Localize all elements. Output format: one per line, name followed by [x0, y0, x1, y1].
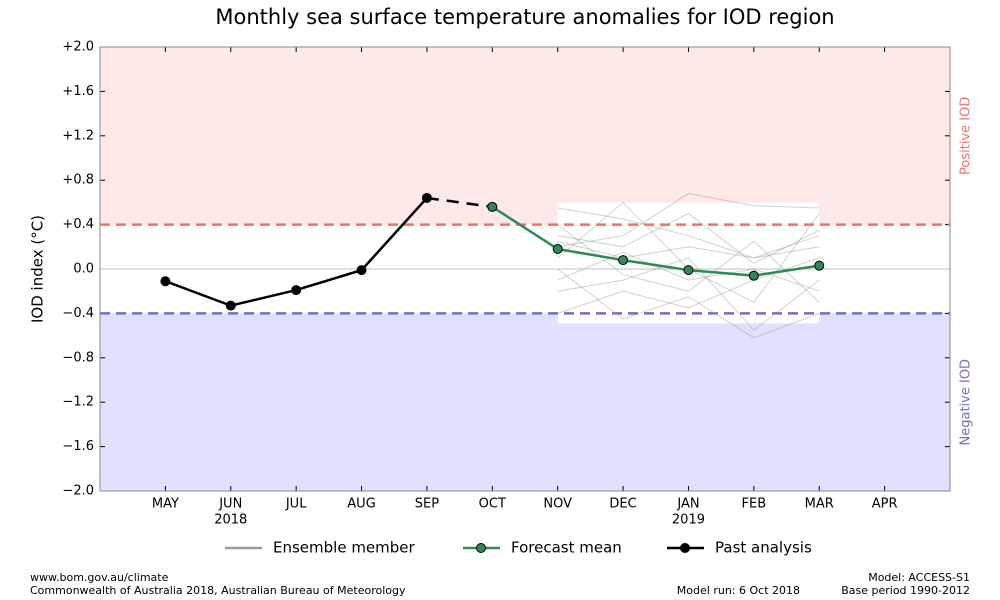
x-tick-label: OCT [479, 497, 506, 512]
x-tick-label: JAN [676, 497, 699, 512]
negative-label: Negative IOD [959, 359, 974, 446]
series-marker [552, 244, 563, 255]
footer-text: www.bom.gov.au/climate [30, 571, 169, 584]
y-tick-label: +0.8 [62, 173, 94, 188]
x-tick-label: AUG [347, 497, 375, 512]
y-tick-label: −0.4 [62, 306, 94, 321]
positive-region [100, 47, 950, 225]
series-marker [160, 276, 171, 287]
negative-region [100, 313, 950, 491]
year-label: 2018 [214, 513, 247, 528]
y-tick-label: +1.6 [62, 84, 94, 99]
series-marker [814, 260, 825, 271]
ensemble-line [557, 257, 820, 331]
x-tick-label: FEB [742, 497, 767, 512]
y-tick-label: +2.0 [62, 40, 94, 55]
footer-text: Base period 1990-2012 [841, 584, 970, 597]
ensemble-line [557, 212, 820, 265]
ensemble-line [557, 192, 820, 248]
connector-line [426, 196, 493, 209]
series-marker [356, 265, 367, 276]
y-tick-label: −1.6 [62, 439, 94, 454]
x-tick-label: SEP [415, 497, 439, 512]
footer-text: Model: ACCESS-S1 [868, 571, 970, 584]
ensemble-line [557, 207, 820, 259]
x-tick-label: JUL [285, 497, 307, 512]
series-marker [748, 270, 759, 281]
chart-title: Monthly sea surface temperature anomalie… [215, 5, 834, 29]
ensemble-background [557, 202, 820, 324]
series-marker [225, 300, 236, 311]
legend-label: Ensemble member [273, 539, 416, 557]
ensemble-line [557, 224, 820, 303]
y-tick-label: 0.0 [73, 262, 94, 277]
y-tick-label: −1.2 [62, 395, 94, 410]
legend-label: Past analysis [715, 539, 812, 557]
footer-text: Model run: 6 Oct 2018 [677, 584, 800, 597]
x-tick-label: NOV [543, 497, 572, 512]
x-tick-label: JUN [218, 497, 242, 512]
legend-marker [476, 543, 486, 553]
y-axis-label: IOD index (°C) [29, 215, 47, 323]
x-tick-label: DEC [609, 497, 636, 512]
y-tick-label: −0.8 [62, 350, 94, 365]
y-tick-label: +1.2 [62, 128, 94, 143]
y-tick-label: −2.0 [62, 484, 94, 499]
series-marker [683, 265, 694, 276]
legend-label: Forecast mean [511, 539, 622, 557]
ensemble-line [557, 235, 820, 259]
year-label: 2019 [672, 513, 705, 528]
series-line [491, 205, 820, 277]
ensemble-line [557, 251, 820, 292]
ensemble-line [557, 268, 820, 339]
legend-marker [680, 543, 690, 553]
x-tick-label: MAR [805, 497, 834, 512]
series-marker [421, 192, 432, 203]
x-tick-label: MAY [152, 497, 179, 512]
series-marker [291, 285, 302, 296]
series-marker [487, 201, 498, 212]
positive-label: Positive IOD [959, 97, 974, 175]
plot-frame [99, 46, 951, 492]
series-marker [618, 255, 629, 266]
y-tick-label: +0.4 [62, 217, 94, 232]
footer-text: Commonwealth of Australia 2018, Australi… [30, 584, 406, 597]
x-tick-label: APR [872, 497, 898, 512]
